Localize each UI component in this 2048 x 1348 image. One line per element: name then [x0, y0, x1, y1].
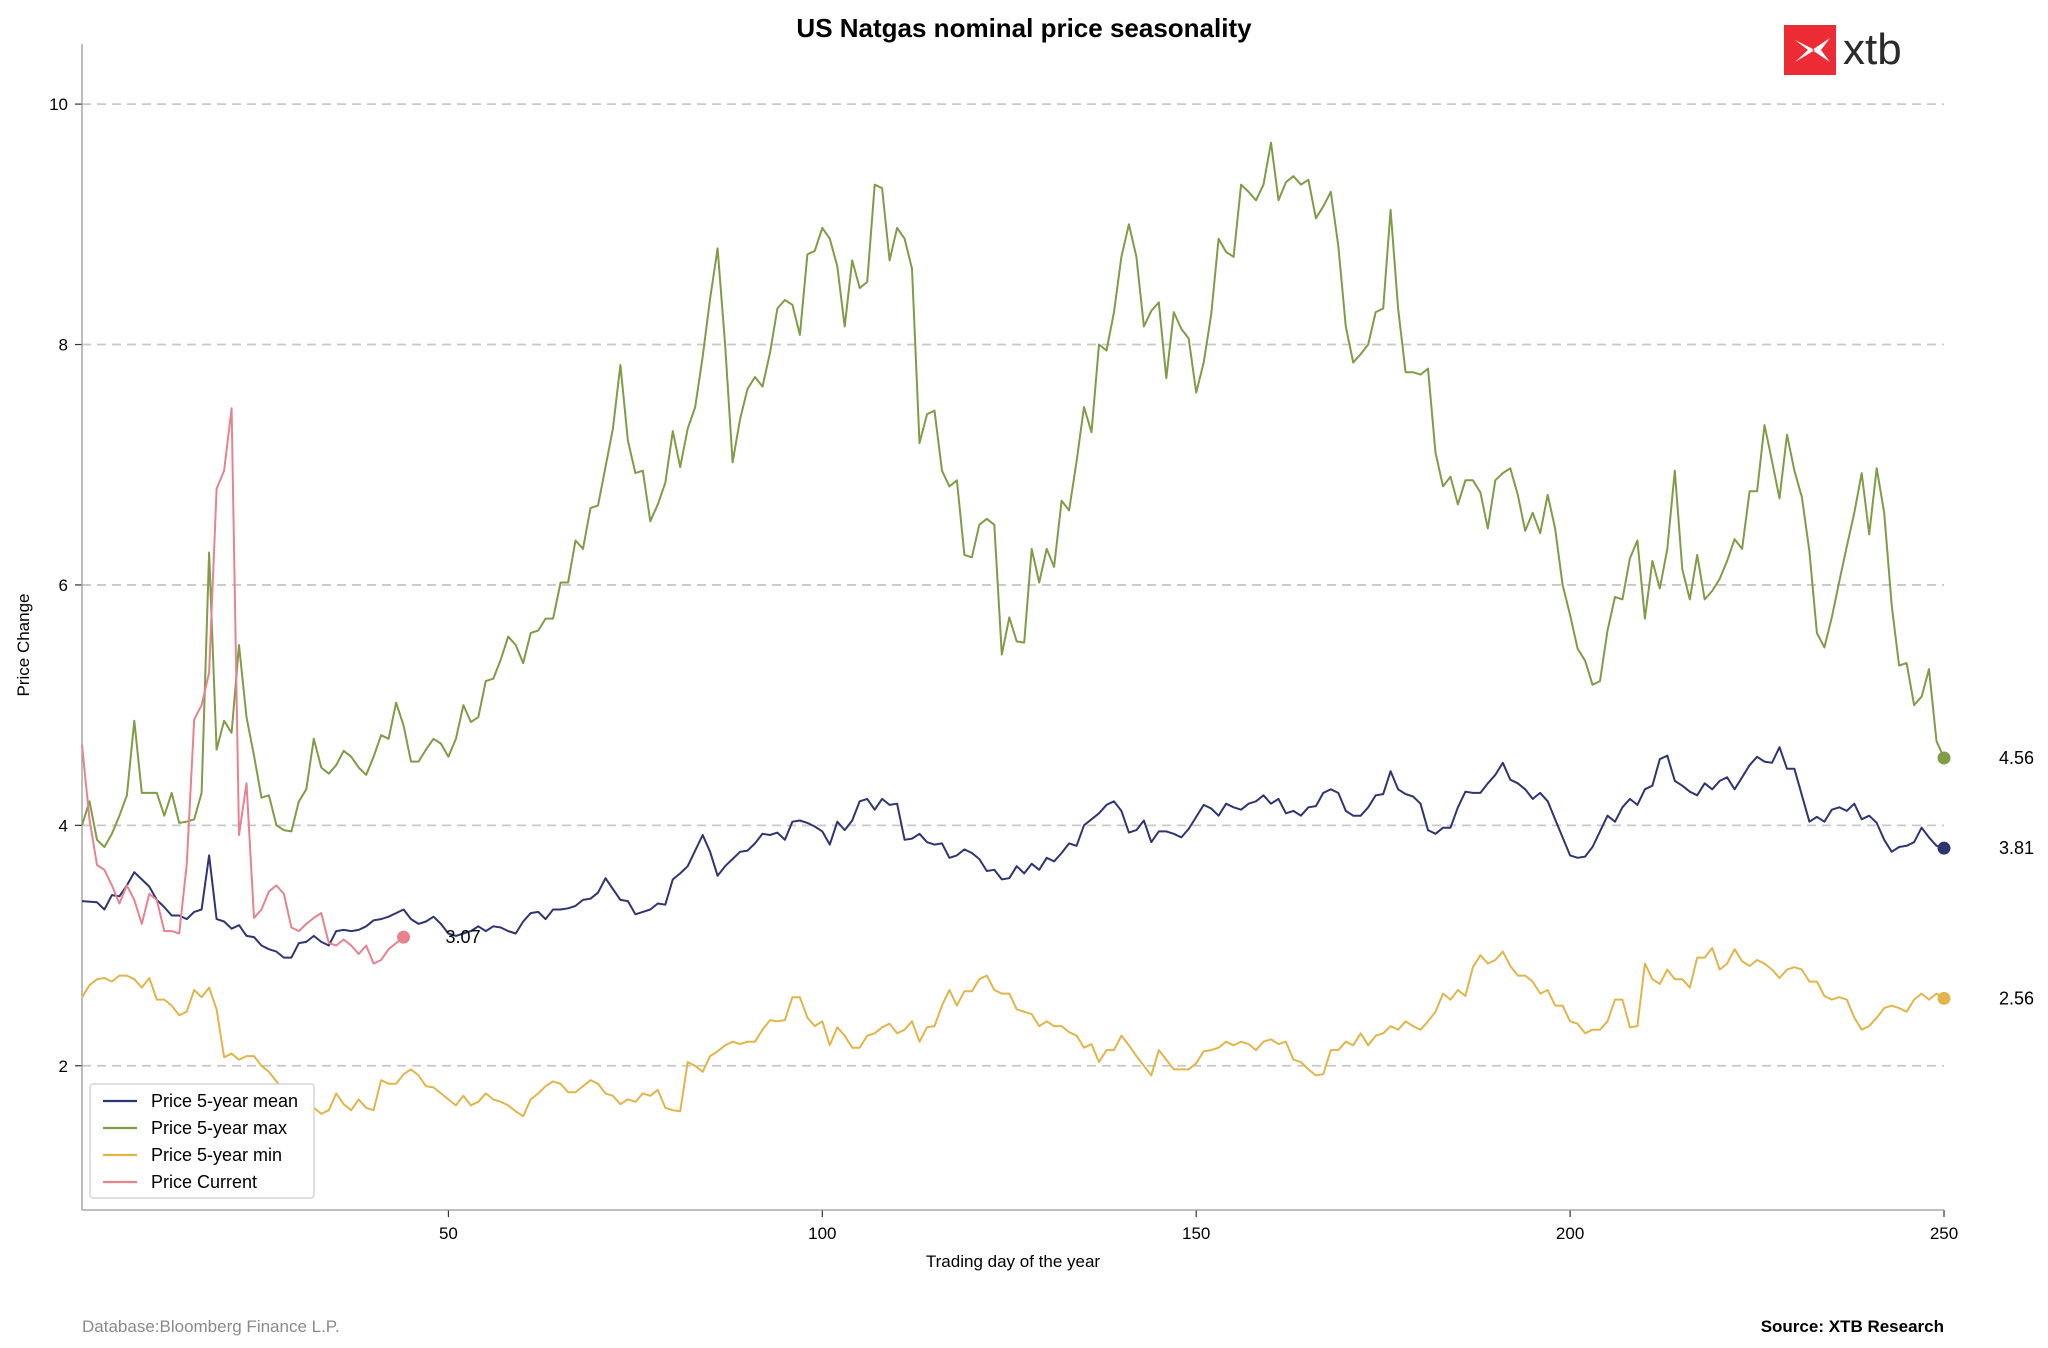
end-value-label-1: 3.81: [1999, 838, 2034, 858]
footer-source: Source: XTB Research: [1761, 1317, 1944, 1336]
end-markers: 3.81 4.56 2.56 3.07: [397, 748, 2034, 1008]
series-lines: [81, 141, 1945, 1118]
legend-label-4: Price Current: [151, 1172, 257, 1192]
x-tick-label: 100: [808, 1224, 836, 1243]
x-tick-label: 250: [1930, 1224, 1958, 1243]
y-tick-label: 8: [59, 336, 68, 355]
end-marker-4: [397, 930, 411, 944]
chart-title: US Natgas nominal price seasonality: [796, 13, 1252, 43]
x-tick-label: 200: [1556, 1224, 1584, 1243]
footer-database: Database:Bloomberg Finance L.P.: [82, 1317, 340, 1336]
legend-label-1: Price 5-year mean: [151, 1091, 298, 1111]
end-value-label-3: 2.56: [1999, 988, 2034, 1008]
x-tick-label: 50: [439, 1224, 458, 1243]
legend-label-3: Price 5-year min: [151, 1145, 282, 1165]
grid-lines: [82, 103, 1944, 1067]
logo-cross-icon: [1795, 38, 1830, 62]
end-value-label-2: 4.56: [1999, 748, 2034, 768]
end-value-label-4: 3.07: [446, 927, 481, 947]
y-tick-label: 2: [59, 1057, 68, 1076]
xtb-logo: xtb: [1784, 25, 1902, 75]
series-line-1: [81, 746, 1945, 959]
y-tick-label: 6: [59, 576, 68, 595]
axes: 2 4 6 8 10 50 100 150 200 250: [49, 44, 1958, 1243]
series-line-2: [81, 141, 1945, 848]
legend-items: Price 5-year mean Price 5-year max Price 5…: [103, 1091, 298, 1192]
end-marker-3: [1937, 991, 1951, 1005]
legend: Price 5-year mean Price 5-year max Price 5…: [89, 1083, 315, 1199]
end-marker-2: [1937, 751, 1951, 765]
y-tick-label: 10: [49, 95, 68, 114]
end-marker-1: [1937, 841, 1951, 855]
y-tick-label: 4: [59, 816, 68, 835]
series-line-4: [81, 407, 405, 965]
logo-text: xtb: [1843, 25, 1902, 74]
x-axis-label: Trading day of the year: [926, 1252, 1101, 1271]
x-tick-label: 150: [1182, 1224, 1210, 1243]
legend-box: [89, 1083, 315, 1199]
legend-label-2: Price 5-year max: [151, 1118, 287, 1138]
y-axis-label: Price Change: [14, 593, 33, 696]
series-line-3: [81, 947, 1945, 1118]
